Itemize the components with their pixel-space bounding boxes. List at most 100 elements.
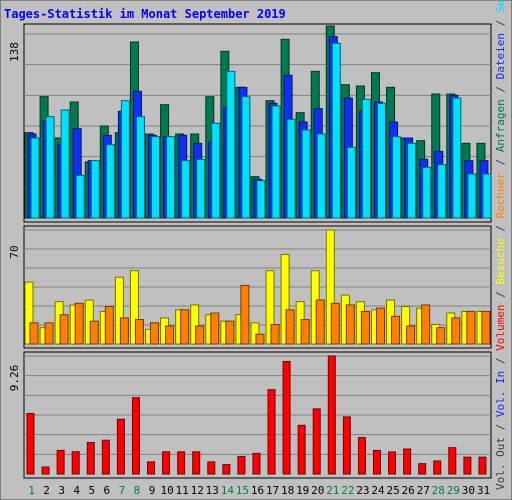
series-rechner (29, 284, 491, 345)
bar-seiten-day-6 (105, 144, 115, 219)
bar-volumen-day-9 (147, 461, 156, 475)
x-label-day-24: 24 (371, 484, 385, 497)
x-label-day-6: 6 (104, 484, 111, 497)
bar-seiten-day-17 (271, 105, 281, 219)
bar-rechner-day-5 (89, 320, 99, 345)
bar-rechner-day-30 (466, 310, 476, 345)
bar-seiten-day-20 (316, 133, 326, 219)
x-label-day-8: 8 (134, 484, 141, 497)
bar-besuche-day-18 (280, 253, 290, 345)
bar-volumen-day-31 (478, 456, 487, 475)
bar-besuche-day-8 (129, 270, 139, 345)
bar-rechner-day-7 (119, 317, 129, 345)
x-label-day-7: 7 (119, 484, 126, 497)
bar-seiten-day-9 (151, 136, 161, 219)
legend-rechner: Rechner (494, 172, 507, 219)
bar-volumen-day-21 (327, 355, 336, 475)
bar-rechner-day-9 (150, 322, 160, 345)
bar-seiten-day-16 (256, 180, 266, 219)
bar-volumen-day-27 (418, 463, 427, 475)
bar-besuche-day-21 (325, 229, 335, 345)
bar-volumen-day-28 (433, 460, 442, 475)
x-label-day-31: 31 (477, 484, 490, 497)
bar-rechner-day-18 (285, 309, 295, 345)
legend-seiten: Seiten (494, 0, 507, 13)
bar-volumen-day-14 (222, 464, 231, 475)
bar-rechner-day-15 (240, 284, 250, 345)
x-label-day-22: 22 (341, 484, 354, 497)
legend-separator: / (494, 152, 507, 172)
bar-volumen-day-2 (41, 466, 50, 475)
bar-rechner-day-28 (436, 327, 446, 345)
bar-volumen-day-4 (71, 451, 80, 475)
x-label-day-20: 20 (311, 484, 324, 497)
bar-rechner-day-10 (165, 325, 175, 345)
bar-volumen-day-20 (312, 408, 321, 475)
panel-top: 138 (8, 23, 492, 223)
series-legend: Vol. Out / Vol. In / Volumen / Besuche /… (494, 0, 507, 490)
x-label-day-28: 28 (432, 484, 445, 497)
x-label-day-12: 12 (191, 484, 204, 497)
bar-volumen-day-23 (357, 437, 366, 475)
x-label-day-4: 4 (73, 484, 80, 497)
bar-rechner-day-11 (180, 309, 190, 345)
bar-seiten-day-11 (181, 160, 191, 219)
legend-volumen: Volumen (494, 305, 507, 351)
bar-seiten-day-18 (286, 118, 296, 219)
bar-volumen-day-6 (101, 439, 110, 475)
bar-volumen-day-17 (267, 389, 276, 475)
bar-rechner-day-17 (270, 323, 280, 345)
bar-seiten-day-28 (437, 164, 447, 219)
legend-vol-in: Vol. In (494, 371, 507, 417)
x-label-day-13: 13 (206, 484, 219, 497)
bar-rechner-day-24 (375, 307, 385, 345)
bar-besuche-day-26 (401, 306, 411, 345)
bar-rechner-day-20 (315, 299, 325, 345)
bar-volumen-day-8 (131, 397, 140, 475)
bar-seiten-day-3 (60, 109, 70, 219)
bar-seiten-day-19 (301, 129, 311, 219)
bar-volumen-day-11 (177, 451, 186, 475)
bar-seiten-day-12 (196, 158, 206, 219)
bar-rechner-day-3 (59, 314, 69, 345)
legend-anfragen: Anfragen (494, 99, 507, 152)
x-label-day-30: 30 (462, 484, 475, 497)
x-label-day-1: 1 (28, 484, 35, 497)
bar-seiten-day-1 (30, 137, 40, 219)
bar-volumen-day-19 (297, 424, 306, 475)
legend-vol-out: Vol. Out (494, 437, 507, 490)
x-label-day-5: 5 (88, 484, 95, 497)
x-label-day-18: 18 (281, 484, 294, 497)
bar-seiten-day-26 (407, 142, 417, 219)
bar-volumen-day-29 (448, 447, 457, 475)
bar-volumen-day-22 (342, 416, 351, 475)
bar-rechner-day-2 (44, 322, 54, 345)
bar-seiten-day-21 (331, 42, 341, 219)
bar-volumen-day-7 (116, 418, 125, 475)
bar-rechner-day-12 (195, 325, 205, 345)
legend-separator: / (494, 351, 507, 371)
x-label-day-14: 14 (221, 484, 235, 497)
bar-rechner-day-27 (421, 304, 431, 345)
legend-separator: / (494, 417, 507, 437)
x-axis-labels: 1 2 3 4 5 6 7 8 9 10 11 12 13 14 15 16 17 18 19 20 21 22 23 24 2… (28, 484, 490, 497)
bar-volumen-day-3 (56, 449, 65, 475)
x-label-day-11: 11 (176, 484, 189, 497)
bar-seiten-day-25 (392, 136, 402, 219)
bar-seiten-day-13 (211, 122, 221, 219)
panel-mid: 70 (8, 225, 492, 349)
legend-separator: / (494, 218, 507, 238)
bar-rechner-day-8 (134, 319, 144, 345)
bar-volumen-day-10 (162, 451, 171, 475)
bar-rechner-day-13 (210, 312, 220, 345)
series-seiten (30, 42, 492, 219)
y-max-label: 9.26 (8, 365, 21, 392)
bar-rechner-day-4 (74, 302, 84, 345)
legend-besuche: Besuche (494, 238, 507, 284)
bar-seiten-day-10 (166, 136, 176, 219)
bar-rechner-day-21 (330, 302, 340, 345)
x-label-day-15: 15 (236, 484, 249, 497)
y-max-label: 70 (8, 245, 21, 258)
bar-seiten-day-30 (467, 173, 477, 219)
bar-seiten-day-4 (75, 174, 85, 219)
